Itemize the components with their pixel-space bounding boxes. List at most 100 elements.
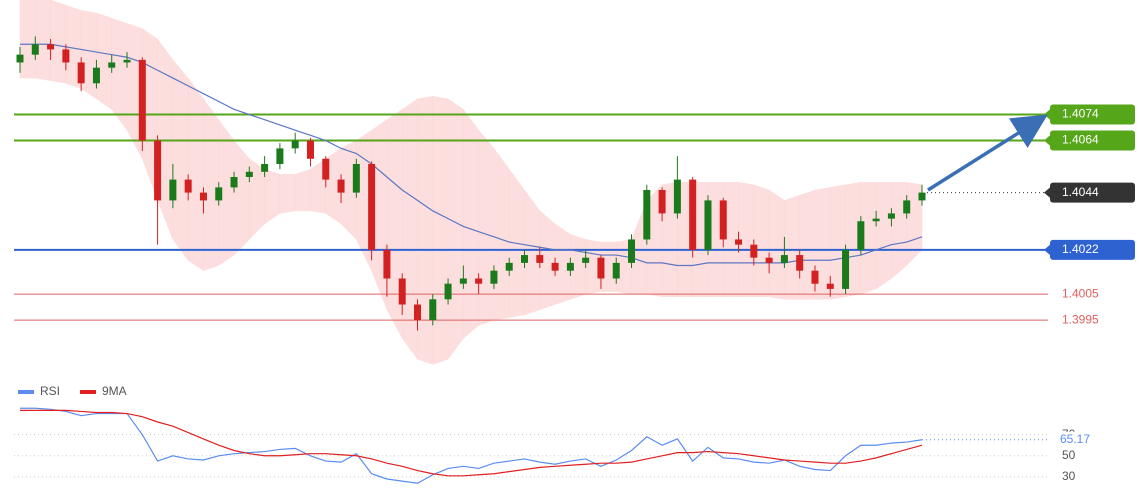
y-tick-label: 50: [1062, 448, 1076, 462]
band: [172, 59, 189, 262]
level-label-box: [1050, 130, 1135, 151]
candle-body: [429, 299, 437, 321]
rsi-panel: 305070RSI9MA65.17: [14, 384, 1098, 484]
legend-label: 9MA: [102, 384, 127, 398]
candle-body: [643, 190, 651, 240]
candle-body: [138, 59, 146, 141]
price-panel: 1.4074 1.4064 1.4022 1.4005 1.3995 1.4044: [14, 0, 1135, 365]
candle-body: [735, 239, 743, 245]
candle-body: [704, 200, 712, 250]
band: [35, 0, 51, 81]
band: [463, 108, 479, 339]
candle-body: [765, 257, 773, 263]
band: [294, 168, 311, 212]
candle-body: [169, 179, 177, 201]
candle-body: [306, 140, 314, 159]
candle-body: [750, 244, 758, 258]
candle-body: [566, 262, 574, 271]
band: [19, 0, 36, 79]
candle-body: [261, 163, 269, 172]
candle-body: [245, 171, 253, 177]
band: [478, 129, 495, 326]
candle-body: [322, 158, 330, 180]
candle-body: [796, 255, 804, 271]
candle-body: [368, 163, 376, 250]
candle-body: [887, 213, 895, 219]
candle-body: [505, 262, 513, 271]
candle-body: [77, 62, 85, 84]
band: [417, 96, 434, 365]
series-line: [20, 409, 923, 477]
current-price-pointer: [1044, 186, 1051, 199]
band: [80, 10, 97, 100]
band: [264, 168, 281, 225]
candle-body: [459, 278, 467, 284]
candle-body: [47, 44, 55, 50]
candle-body: [215, 187, 223, 201]
candle-body: [857, 221, 865, 250]
candle-body: [444, 283, 452, 300]
level-label: 1.4005: [1062, 286, 1099, 300]
level-label-pointer: [1044, 108, 1051, 121]
candle-body: [872, 218, 880, 222]
candle-body: [673, 179, 681, 214]
candle-body: [918, 192, 926, 201]
band: [753, 184, 770, 297]
level-label-box: [1050, 239, 1135, 260]
candle-body: [31, 44, 39, 55]
current-price-box: [1050, 182, 1135, 203]
candle-body: [551, 262, 559, 271]
candle-body: [612, 262, 620, 279]
y-tick-label: 30: [1062, 469, 1076, 483]
level-label-pointer: [1044, 134, 1051, 147]
candle-body: [383, 249, 391, 279]
candle-body: [92, 67, 100, 84]
level-label: 1.3995: [1062, 312, 1099, 326]
candle-body: [199, 192, 207, 201]
candle-body: [521, 255, 529, 263]
candle-body: [826, 283, 834, 289]
candle-body: [842, 249, 850, 289]
candle-body: [16, 54, 24, 63]
band: [203, 98, 219, 272]
candle-body: [475, 278, 483, 284]
candle-body: [582, 257, 590, 263]
series-line: [20, 407, 923, 484]
band: [432, 96, 449, 365]
candle-body: [184, 179, 192, 193]
current-rsi-bg: [1058, 431, 1098, 448]
candle-body: [597, 257, 605, 279]
band: [50, 0, 67, 84]
candle-body: [811, 270, 819, 284]
candle-body: [536, 255, 544, 263]
candle-body: [780, 255, 788, 263]
level-label: 1.4022: [1062, 242, 1099, 256]
band: [233, 139, 250, 256]
candle-body: [62, 49, 70, 63]
candle-body: [490, 270, 498, 284]
band: [891, 181, 907, 280]
band: [784, 194, 800, 300]
candle-body: [658, 190, 666, 214]
candle-body: [352, 163, 360, 193]
trend-arrow: [927, 114, 1048, 192]
level-label: 1.4064: [1062, 133, 1099, 147]
band: [187, 77, 204, 272]
level-label-box: [1050, 104, 1135, 125]
candle-body: [719, 200, 727, 240]
band: [96, 12, 112, 110]
current-price-label: 1.4044: [1062, 185, 1099, 199]
candle-body: [291, 140, 299, 149]
band: [524, 189, 541, 316]
candle-body: [398, 278, 406, 305]
band: [157, 38, 174, 240]
level-label: 1.4074: [1062, 107, 1099, 121]
candle-body: [108, 62, 116, 68]
band: [768, 189, 785, 300]
candle-body: [413, 304, 421, 321]
level-label-pointer: [1044, 243, 1051, 256]
band: [111, 17, 128, 131]
candle-body: [123, 59, 131, 63]
band: [279, 174, 296, 214]
